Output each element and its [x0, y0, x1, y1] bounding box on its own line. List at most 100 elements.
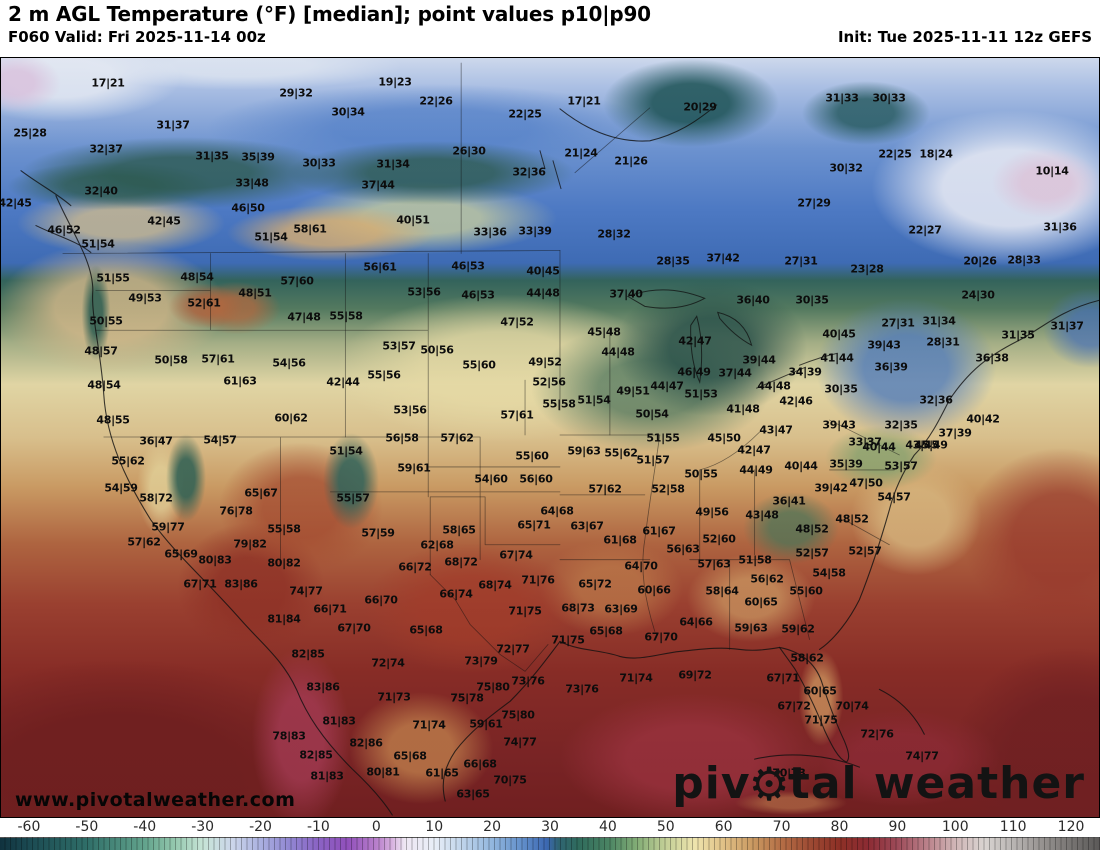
- point-value: 35|39: [829, 457, 863, 471]
- geo-borders: [20, 62, 1099, 816]
- point-value: 31|37: [156, 118, 190, 132]
- point-value: 46|53: [461, 288, 495, 302]
- point-value: 37|42: [706, 251, 740, 265]
- point-value: 48|55: [96, 413, 130, 427]
- valid-time-label: F060 Valid: Fri 2025-11-14 00z: [8, 28, 266, 46]
- point-value: 70|74: [835, 699, 869, 713]
- point-value: 72|77: [496, 642, 530, 656]
- point-value: 56|58: [385, 431, 419, 445]
- colorbar-tick-label: 90: [888, 819, 907, 835]
- point-value: 36|38: [975, 351, 1009, 365]
- point-value: 71|73: [377, 690, 411, 704]
- point-value: 60|62: [274, 411, 308, 425]
- point-value: 74|77: [905, 749, 939, 763]
- brand-text-suffix: tal weather: [788, 758, 1085, 809]
- point-value: 43|48: [745, 508, 779, 522]
- point-value: 67|72: [777, 699, 811, 713]
- point-value: 30|35: [795, 293, 829, 307]
- point-value: 45|50: [707, 431, 741, 445]
- point-value: 75|80: [501, 708, 535, 722]
- point-value: 40|42: [966, 412, 1000, 426]
- point-value: 68|72: [444, 555, 478, 569]
- point-value: 46|49: [677, 365, 711, 379]
- point-value: 58|61: [293, 222, 327, 236]
- point-value: 81|83: [310, 769, 344, 783]
- colorbar-tick-label: 110: [999, 819, 1027, 835]
- point-value: 56|63: [666, 542, 700, 556]
- point-value: 25|28: [13, 126, 47, 140]
- point-value: 36|47: [139, 434, 173, 448]
- point-value: 51|57: [636, 453, 670, 467]
- point-value: 80|81: [366, 765, 400, 779]
- point-value: 65|67: [244, 486, 278, 500]
- point-value: 70|75: [493, 773, 527, 787]
- point-value: 22|26: [419, 94, 453, 108]
- point-value: 73|76: [511, 674, 545, 688]
- point-value: 35|39: [241, 150, 275, 164]
- point-value: 74|77: [503, 735, 537, 749]
- point-value: 44|48: [526, 286, 560, 300]
- point-value: 41|48: [726, 402, 760, 416]
- colorbar-tick-label: -30: [191, 819, 215, 835]
- colorbar-tick-label: 100: [941, 819, 969, 835]
- point-value: 53|56: [393, 403, 427, 417]
- point-value: 63|65: [456, 787, 490, 801]
- point-value: 71|74: [412, 718, 446, 732]
- point-value: 56|61: [363, 260, 397, 274]
- map-canvas: 17|21 19|23 29|32 31|33 30|33 22|26 17|21 20|29…: [0, 57, 1100, 818]
- colorbar-tick-label: -20: [249, 819, 272, 835]
- point-value: 66|70: [364, 593, 398, 607]
- point-value: 51|58: [738, 553, 772, 567]
- point-value: 39|43: [822, 418, 856, 432]
- point-value: 71|75: [804, 713, 838, 727]
- point-value: 54|57: [877, 490, 911, 504]
- point-value: 71|75: [551, 633, 585, 647]
- colorbar-tick-label: 40: [598, 819, 617, 835]
- point-value: 48|57: [84, 344, 118, 358]
- point-value: 73|79: [464, 654, 498, 668]
- point-value: 54|60: [474, 472, 508, 486]
- point-value: 23|28: [850, 262, 884, 276]
- point-value: 31|35: [195, 149, 229, 163]
- point-value: 30|32: [829, 161, 863, 175]
- point-value: 40|45: [822, 327, 856, 341]
- point-value: 51|55: [96, 271, 130, 285]
- colorbar-tick-label: -40: [133, 819, 157, 835]
- point-value: 44|49: [739, 463, 773, 477]
- point-value: 49|52: [528, 355, 562, 369]
- colorbar-tick-label: 80: [830, 819, 849, 835]
- point-value: 58|64: [705, 584, 739, 598]
- point-value: 60|65: [744, 595, 778, 609]
- point-value: 81|83: [322, 714, 356, 728]
- temperature-field: [1, 58, 1099, 817]
- point-value: 83|86: [306, 680, 340, 694]
- point-value: 62|68: [420, 538, 454, 552]
- point-value: 65|72: [578, 577, 612, 591]
- point-value: 43|45: [905, 438, 939, 452]
- point-value: 71|76: [521, 573, 555, 587]
- point-value: 71|74: [619, 671, 653, 685]
- point-value: 20|26: [963, 254, 997, 268]
- point-value: 76|78: [219, 504, 253, 518]
- point-value: 82|85: [291, 647, 325, 661]
- point-value: 31|37: [1050, 319, 1084, 333]
- point-value: 80|82: [267, 556, 301, 570]
- point-value: 55|62: [111, 454, 145, 468]
- point-value: 33|48: [235, 176, 269, 190]
- point-value: 37|39: [938, 426, 972, 440]
- colorbar-cell-lines: [0, 837, 1100, 850]
- point-value: 20|29: [683, 100, 717, 114]
- point-value: 54|58: [812, 566, 846, 580]
- point-value: 59|63: [567, 444, 601, 458]
- point-value: 63|67: [570, 519, 604, 533]
- point-value: 61|68: [603, 533, 637, 547]
- point-value: 66|74: [439, 587, 473, 601]
- point-value: 28|31: [926, 335, 960, 349]
- point-value: 82|86: [349, 736, 383, 750]
- point-value: 22|25: [878, 147, 912, 161]
- point-value: 53|57: [884, 459, 918, 473]
- point-value: 55|58: [267, 522, 301, 536]
- point-value: 59|61: [469, 717, 503, 731]
- point-value: 51|54: [254, 230, 288, 244]
